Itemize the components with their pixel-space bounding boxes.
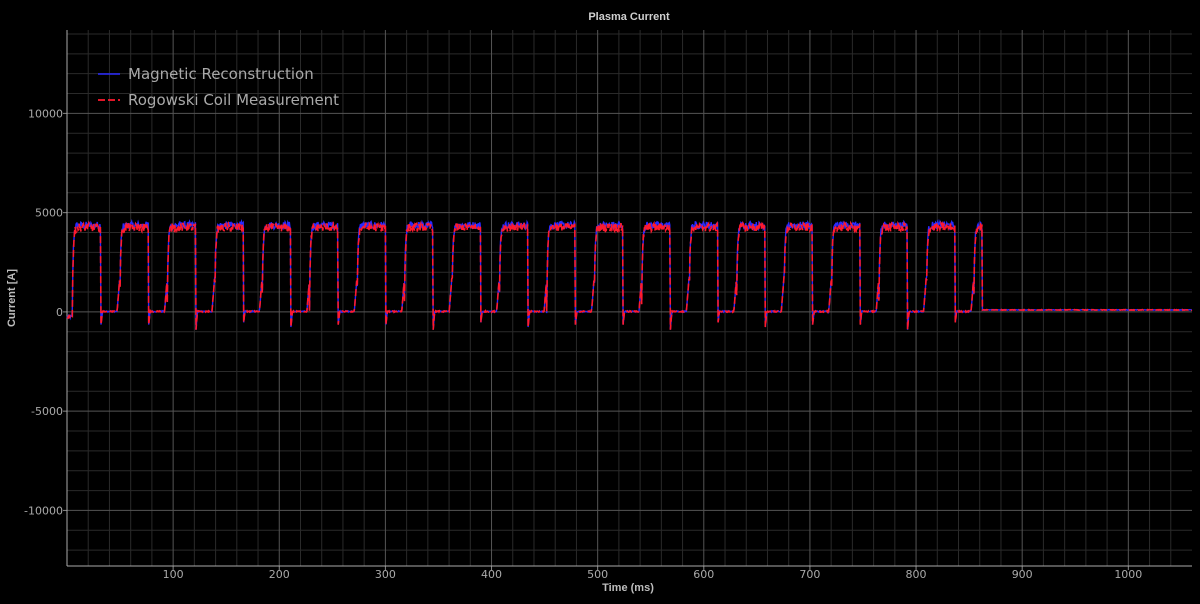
x-tick-label: 200 <box>269 568 290 581</box>
x-tick-label: 100 <box>163 568 184 581</box>
x-tick-label: 600 <box>693 568 714 581</box>
chart-title: Plasma Current <box>588 11 670 23</box>
x-axis-label: Time (ms) <box>602 582 654 594</box>
x-tick-labels: 100 200 300 400 500 600 700 800 900 1000 <box>163 568 1143 581</box>
y-tick-label: 0 <box>56 306 63 319</box>
y-tick-label: -5000 <box>31 405 63 418</box>
series-line-rogowski-coil <box>66 220 1193 330</box>
legend-label-rogowski: Rogowski Coil Measurement <box>128 91 339 109</box>
x-tick-label: 400 <box>481 568 502 581</box>
x-tick-label: 1000 <box>1114 568 1142 581</box>
y-tick-label: -10000 <box>24 504 63 517</box>
x-tick-label: 900 <box>1012 568 1033 581</box>
legend: Magnetic Reconstruction Rogowski Coil Me… <box>98 65 339 109</box>
y-tick-labels: -10000 -5000 0 5000 10000 <box>24 107 63 517</box>
minor-grid <box>67 30 1192 566</box>
y-tick-label: 10000 <box>28 107 63 120</box>
plot-lines <box>66 218 1193 330</box>
y-tick-label: 5000 <box>35 207 63 220</box>
axes <box>63 30 1192 570</box>
y-axis-label: Current [A] <box>6 269 18 327</box>
x-tick-label: 300 <box>375 568 396 581</box>
x-tick-label: 700 <box>799 568 820 581</box>
x-tick-label: 500 <box>587 568 608 581</box>
legend-label-magnetic: Magnetic Reconstruction <box>128 65 314 83</box>
x-tick-label: 800 <box>906 568 927 581</box>
